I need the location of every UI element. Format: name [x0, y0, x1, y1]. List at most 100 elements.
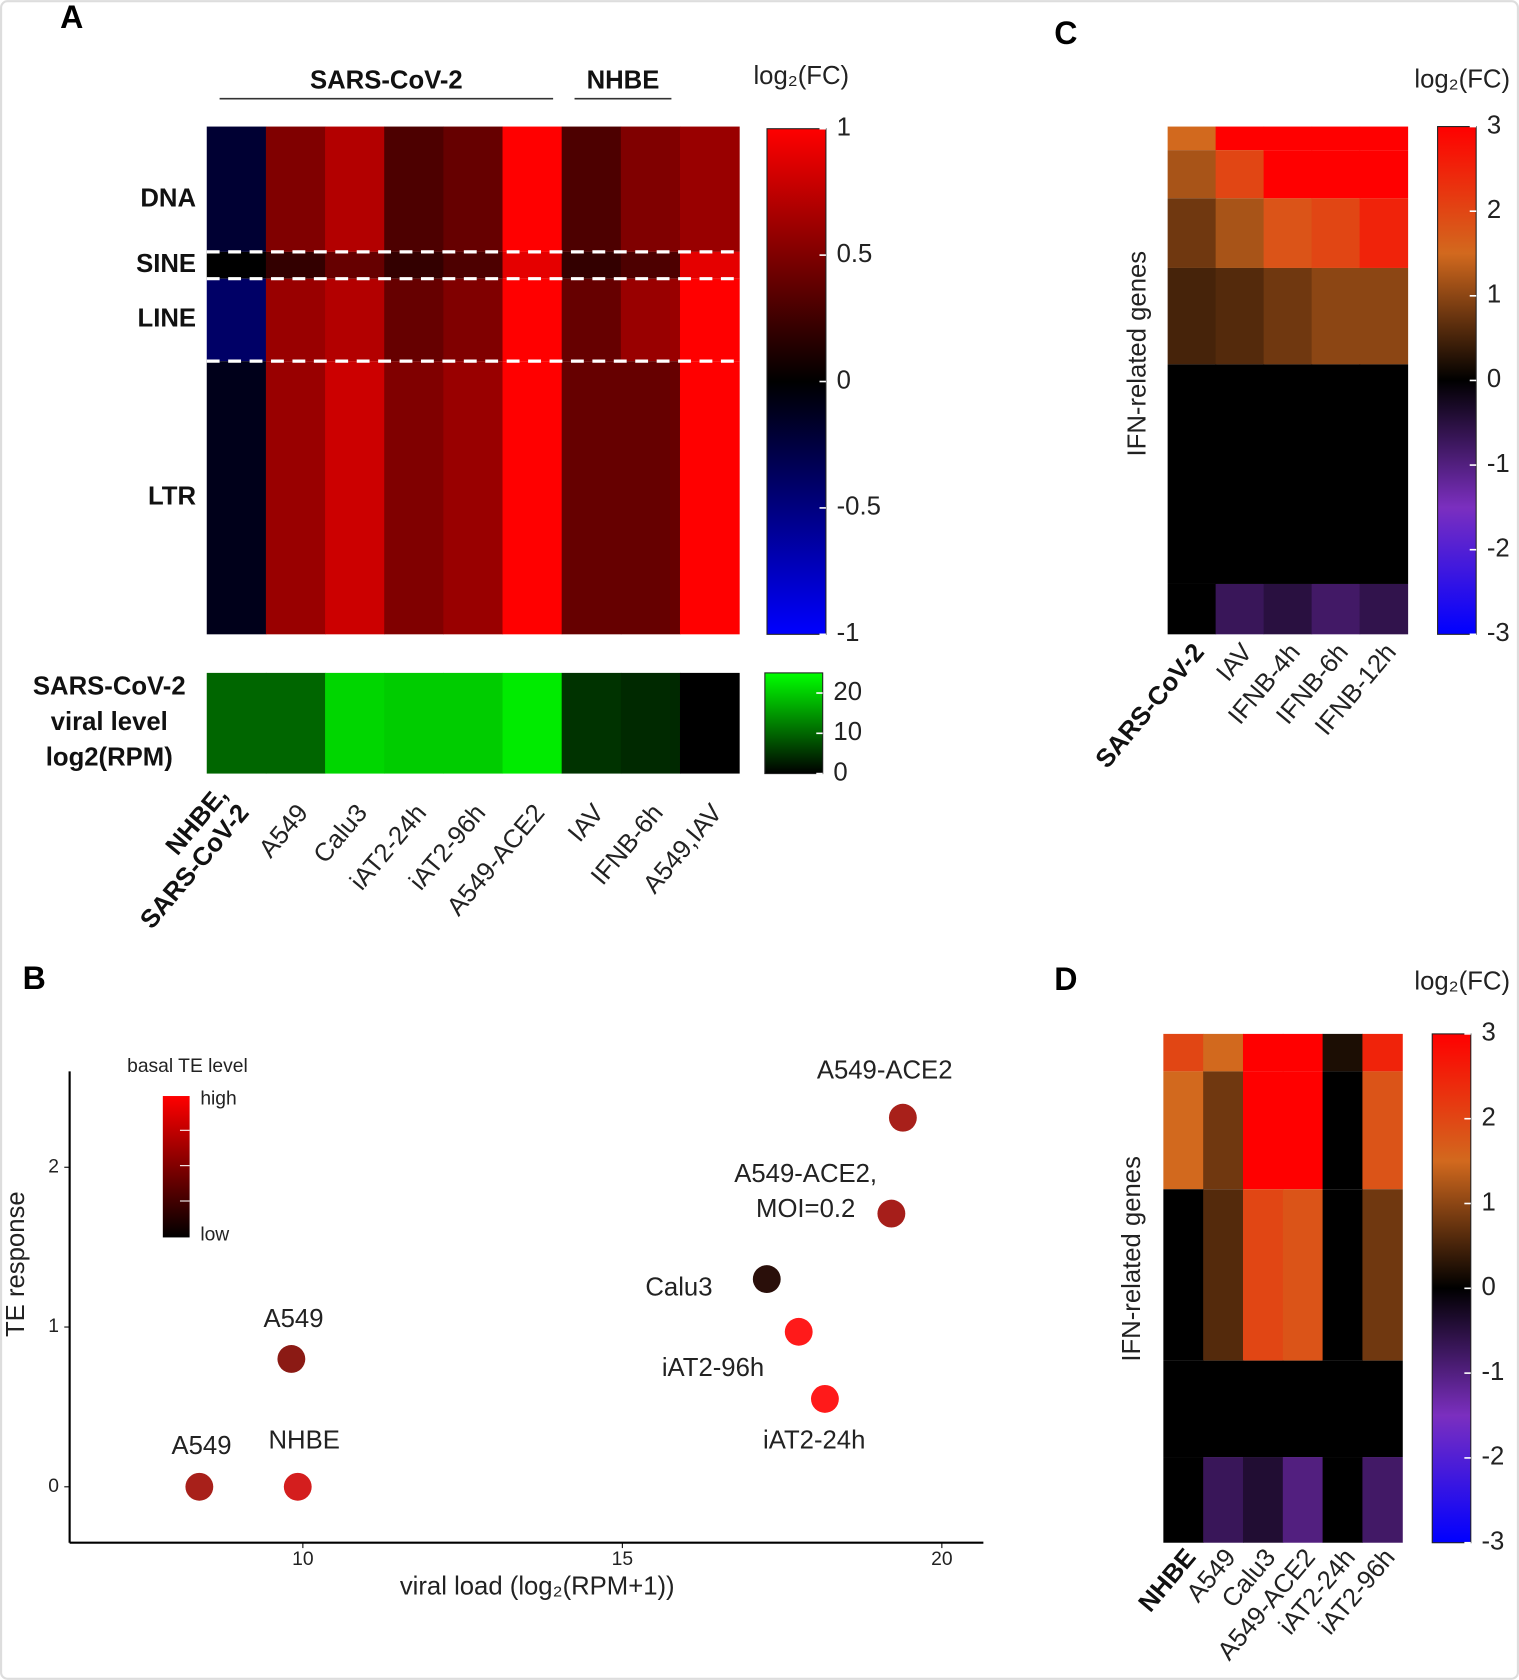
colorbar-tick-label: -0.5 [837, 493, 881, 521]
heatmap-cell [1282, 1457, 1324, 1543]
colorbar-tick-label: -2 [1482, 1443, 1505, 1471]
point-label: iAT2-24h [763, 1427, 865, 1455]
colorbar-tick-label: 2 [1482, 1103, 1496, 1131]
heatmap-cell [1215, 126, 1265, 151]
heatmap-cell [1362, 1189, 1403, 1361]
heatmap-cell [1282, 1071, 1324, 1190]
colorbar-tick-label: 0 [1487, 365, 1501, 393]
heatmap-cell [1163, 1033, 1204, 1072]
heatmap-cell [1359, 364, 1409, 584]
heatmap-cell [1282, 1033, 1324, 1072]
heatmap-cell [325, 251, 385, 279]
x-axis-label: viral load (log₂(RPM+1)) [400, 1572, 675, 1600]
viral-cell [206, 672, 267, 774]
heatmap-cell [1263, 364, 1313, 584]
colorbar-tick-label: 0 [837, 366, 851, 394]
row-group-label: DNA [140, 185, 196, 213]
point [283, 1472, 312, 1501]
x-tick-label: 20 [931, 1549, 952, 1570]
heatmap-cell [1322, 1360, 1363, 1458]
point-label: MOI=0.2 [756, 1195, 855, 1223]
legend-colorbar [162, 1096, 190, 1238]
colorbar [766, 128, 827, 635]
point-label: A549 [264, 1305, 324, 1333]
heatmap-cell [1359, 198, 1409, 268]
heatmap-cell [265, 126, 326, 252]
heatmap-cell [1215, 267, 1265, 365]
heatmap-cell [1163, 1457, 1204, 1543]
colorbar-title: log₂(FC) [753, 62, 849, 90]
point [185, 1472, 214, 1501]
x-tick-label: 10 [292, 1549, 313, 1570]
point [752, 1265, 781, 1294]
heatmap-cell [502, 361, 563, 635]
heatmap-cell [265, 251, 326, 279]
heatmap-cell [325, 278, 385, 362]
viral-label: log2(RPM) [46, 743, 173, 771]
heatmap-cell [1282, 1360, 1324, 1458]
colorbar-tick-label: 0 [1482, 1273, 1496, 1301]
heatmap-cell [620, 126, 681, 252]
point [888, 1103, 917, 1132]
heatmap-cell [1263, 267, 1313, 365]
heatmap-cell [1359, 583, 1409, 635]
heatmap-cell [1163, 1189, 1204, 1361]
point [810, 1385, 839, 1413]
header-group-label: NHBE [587, 66, 660, 94]
heatmap-cell [1167, 126, 1217, 151]
colorbar-tick-label: 3 [1487, 111, 1501, 139]
row-group-label: SINE [136, 250, 196, 278]
viral-cell [443, 672, 504, 774]
heatmap-cell [265, 361, 326, 635]
point-label: iAT2-96h [662, 1354, 764, 1382]
viral-label: SARS-CoV-2 [33, 673, 186, 701]
y-axis-label: TE response [2, 1191, 30, 1337]
colorbar-tick-label: 20 [833, 678, 862, 706]
heatmap-cell [502, 278, 563, 362]
heatmap-cell [206, 251, 267, 279]
heatmap-cell [1203, 1071, 1244, 1190]
heatmap-cell [1203, 1360, 1244, 1458]
point [784, 1317, 813, 1346]
heatmap-cell [1362, 1360, 1403, 1458]
heatmap-cell [561, 361, 622, 635]
y-axis-label: IFN-related genes [1118, 1156, 1146, 1362]
heatmap-cell [206, 361, 267, 635]
heatmap-cell [1242, 1457, 1284, 1543]
heatmap-cell [1215, 150, 1265, 199]
heatmap-cell [1163, 1071, 1204, 1190]
header-group-label: SARS-CoV-2 [310, 66, 463, 94]
heatmap-cell [443, 251, 504, 279]
colorbar-tick-label: 0.5 [837, 240, 873, 268]
colorbar-tick-label: -3 [1482, 1528, 1505, 1556]
heatmap-cell [206, 126, 267, 252]
y-tick-label: 2 [48, 1156, 59, 1177]
colorbar-tick-label: -1 [1487, 450, 1510, 478]
heatmap-cell [1242, 1033, 1284, 1072]
heatmap-cell [1167, 198, 1217, 268]
colorbar [764, 672, 824, 775]
heatmap-cell [502, 251, 563, 279]
heatmap-cell [443, 126, 504, 252]
heatmap-cell [679, 361, 740, 635]
point-label: NHBE [268, 1427, 339, 1455]
point-label: A549-ACE2 [817, 1056, 953, 1084]
viral-cell [325, 672, 385, 774]
colorbar-tick-label: 2 [1487, 196, 1501, 224]
heatmap-cell [1311, 583, 1361, 635]
colorbar-tick-label: -1 [1482, 1358, 1505, 1386]
heatmap-cell [561, 278, 622, 362]
heatmap-cell [561, 251, 622, 279]
heatmap-cell [679, 278, 740, 362]
viral-cell [561, 672, 622, 774]
colorbar-tick-label: 1 [1487, 281, 1501, 309]
colorbar-tick-label: 10 [833, 718, 862, 746]
heatmap-cell [679, 251, 740, 279]
heatmap-cell [1359, 150, 1409, 199]
viral-cell [265, 672, 326, 774]
heatmap-cell [1359, 126, 1409, 151]
heatmap-cell [384, 251, 444, 279]
viral-cell [679, 672, 740, 774]
legend-label: high [200, 1088, 236, 1109]
heatmap-cell [1322, 1457, 1363, 1543]
